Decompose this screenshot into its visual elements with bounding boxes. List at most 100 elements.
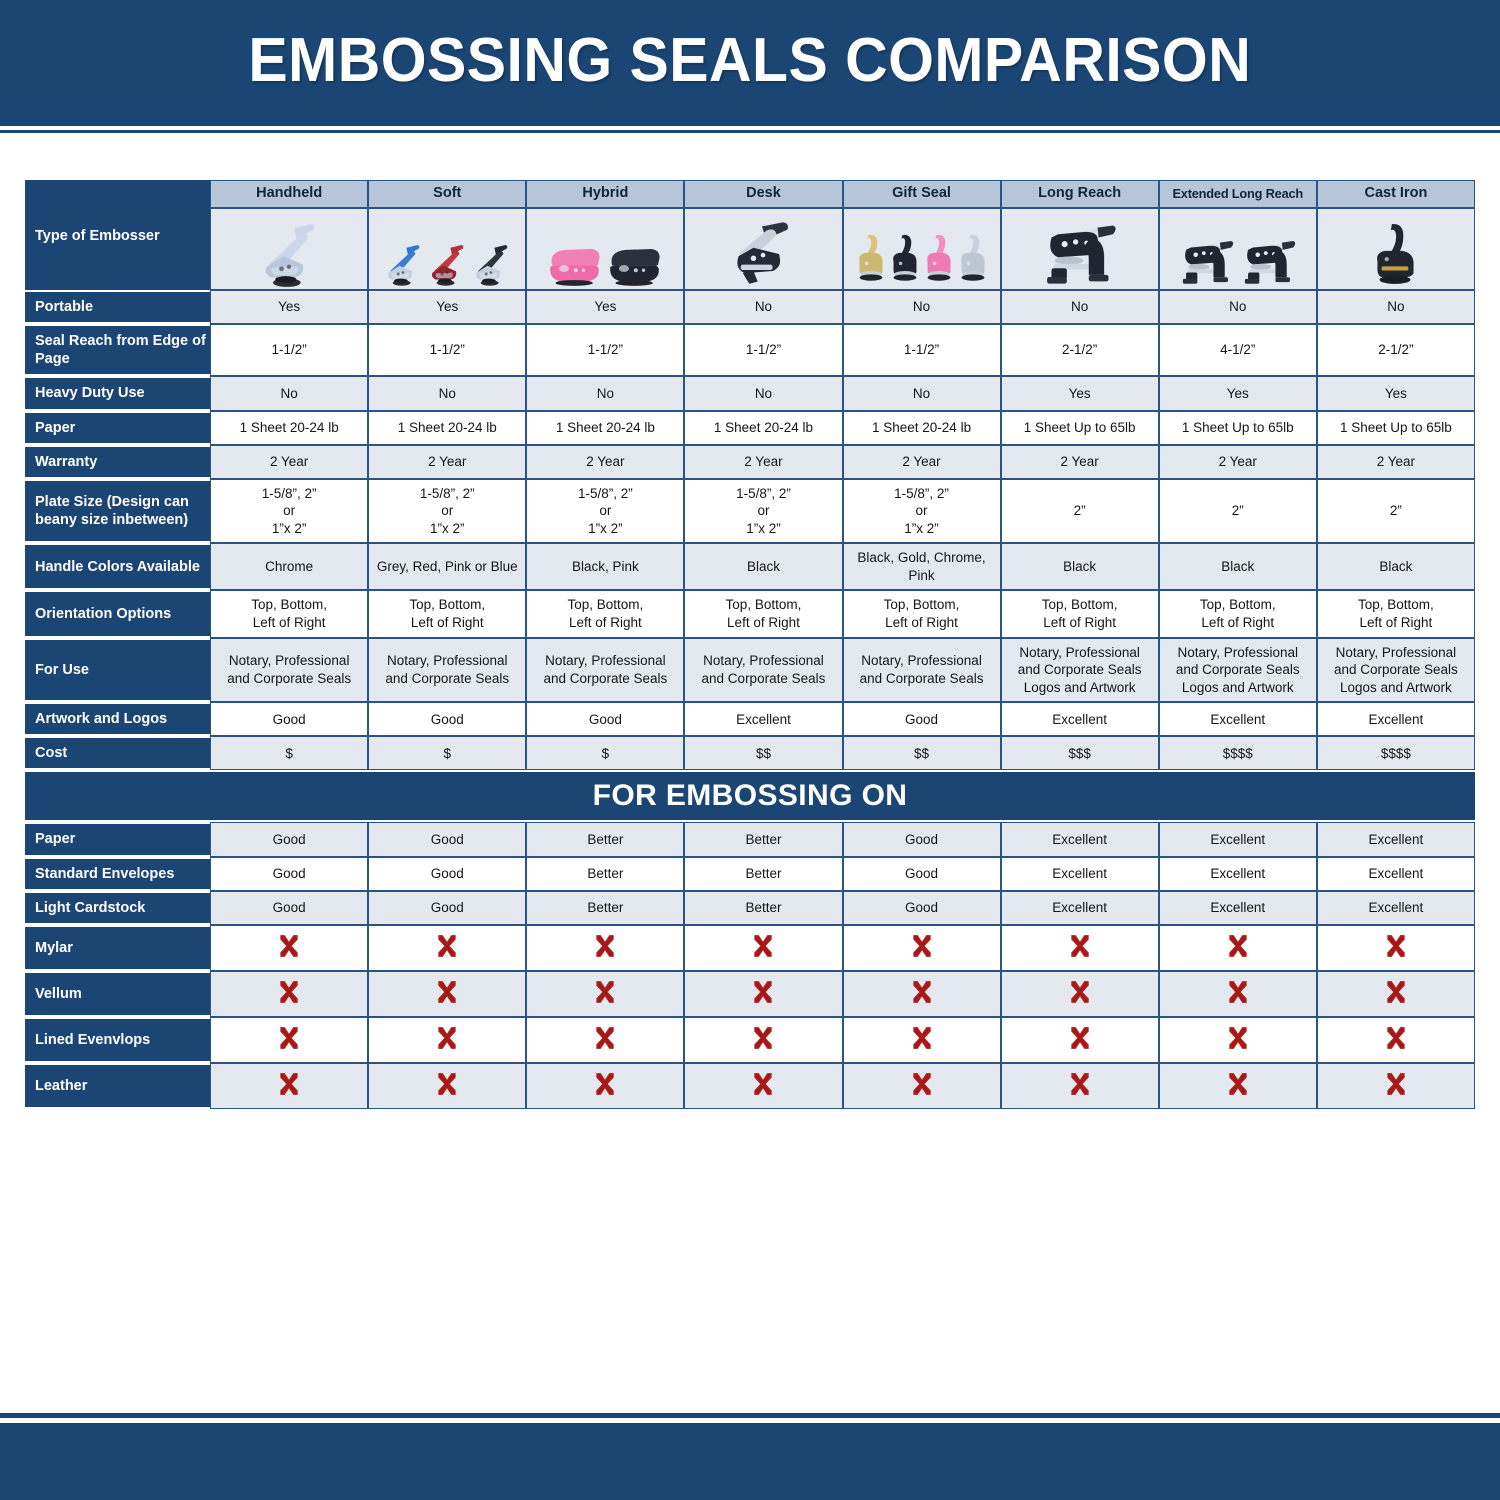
cell-warranty-soft: 2 Year (368, 444, 527, 479)
cell-warranty-hybrid: 2 Year (526, 444, 685, 479)
embossing-seals-comparison-table: Type of Embosser Handheld Soft Hybrid Desk Gi… (25, 180, 1475, 1109)
cell-paper-extended-long-reach: Excellent (1158, 822, 1317, 857)
cell-plate-size-design-can-beany-size-inbetween-long-reach: 2” (1000, 478, 1159, 544)
cell-artwork-and-logos-cast-iron: Excellent (1316, 702, 1475, 737)
cell-warranty-cast-iron: 2 Year (1316, 444, 1475, 479)
footer-rule-thin (0, 1413, 1500, 1418)
cell-portable-extended-long-reach: No (1158, 290, 1317, 325)
table-row: Orientation Options Top, Bottom, Left of R… (25, 590, 1475, 638)
cell-cost-cast-iron: $$$$ (1316, 736, 1475, 771)
table-row: Warranty 2 Year 2 Year 2 Year 2 Year 2 Year 2 … (25, 444, 1475, 479)
long-reach-embosser-black (1000, 208, 1159, 290)
cell-handle-colors-available-hybrid: Black, Pink (526, 543, 685, 591)
x-mark-icon (1000, 1016, 1159, 1063)
cell-cost-long-reach: $$$ (1000, 736, 1159, 771)
cell-paper-desk: Better (684, 822, 843, 857)
table-row: Cost $ $ $ $$ $$ $$$ $$$$ $$$$ (25, 736, 1475, 771)
column-header-gift-seal: Gift Seal (842, 180, 1001, 208)
cell-warranty-desk: 2 Year (684, 444, 843, 479)
x-mark-icon (368, 1062, 527, 1109)
cell-heavy-duty-use-desk: No (684, 376, 843, 411)
cell-warranty-handheld: 2 Year (210, 444, 369, 479)
row-label-paper: Paper (25, 822, 211, 857)
x-mark-icon (1316, 1062, 1475, 1109)
cell-paper-soft: 1 Sheet 20-24 lb (368, 410, 527, 445)
row-label-heavy-duty-use: Heavy Duty Use (25, 376, 211, 411)
cell-heavy-duty-use-hybrid: No (526, 376, 685, 411)
x-mark-icon (684, 924, 843, 971)
cell-paper-handheld: 1 Sheet 20-24 lb (210, 410, 369, 445)
cell-for-use-handheld: Notary, Professional and Corporate Seals (210, 637, 369, 703)
row-label-warranty: Warranty (25, 444, 211, 479)
row-label-type-of-embosser: Type of Embosser (35, 227, 160, 244)
x-mark-icon (842, 970, 1001, 1017)
x-mark-icon (526, 1062, 685, 1109)
title-banner: EMBOSSING SEALS COMPARISON (0, 0, 1500, 120)
cell-for-use-desk: Notary, Professional and Corporate Seals (684, 637, 843, 703)
column-header-cast-iron: Cast Iron (1316, 180, 1475, 208)
cell-orientation-options-desk: Top, Bottom, Left of Right (684, 590, 843, 638)
cell-artwork-and-logos-hybrid: Good (526, 702, 685, 737)
cell-for-use-hybrid: Notary, Professional and Corporate Seals (526, 637, 685, 703)
cell-cost-hybrid: $ (526, 736, 685, 771)
cell-artwork-and-logos-soft: Good (368, 702, 527, 737)
gift-seal-embossers-gold-black-pink-chrome (842, 208, 1001, 290)
cell-paper-cast-iron: Excellent (1316, 822, 1475, 857)
cell-seal-reach-from-edge-of-page-soft: 1-1/2” (368, 324, 527, 377)
x-mark-icon (368, 970, 527, 1017)
header-corner-cell: Type of Embosser (25, 180, 211, 290)
cell-light-cardstock-hybrid: Better (526, 890, 685, 925)
for-embossing-on-banner: FOR EMBOSSING ON (25, 770, 1475, 823)
table-row: Paper 1 Sheet 20-24 lb 1 Sheet 20-24 lb 1 S… (25, 410, 1475, 445)
cell-light-cardstock-handheld: Good (210, 890, 369, 925)
cell-paper-long-reach: 1 Sheet Up to 65lb (1000, 410, 1159, 445)
cell-portable-handheld: Yes (210, 290, 369, 325)
cell-plate-size-design-can-beany-size-inbetween-gift-seal: 1-5/8”, 2” or 1”x 2” (842, 478, 1001, 544)
table-row: Leather (25, 1062, 1475, 1109)
cell-heavy-duty-use-extended-long-reach: Yes (1158, 376, 1317, 411)
cell-warranty-extended-long-reach: 2 Year (1158, 444, 1317, 479)
cell-orientation-options-gift-seal: Top, Bottom, Left of Right (842, 590, 1001, 638)
cell-warranty-long-reach: 2 Year (1000, 444, 1159, 479)
row-label-standard-envelopes: Standard Envelopes (25, 856, 211, 891)
cell-paper-cast-iron: 1 Sheet Up to 65lb (1316, 410, 1475, 445)
table-header-row: Type of Embosser Handheld Soft Hybrid Desk Gi… (25, 180, 1475, 290)
cell-for-use-cast-iron: Notary, Professional and Corporate Seals L… (1316, 637, 1475, 703)
hybrid-embossers-pink-black (526, 208, 685, 290)
cell-standard-envelopes-extended-long-reach: Excellent (1158, 856, 1317, 891)
cell-cost-gift-seal: $$ (842, 736, 1001, 771)
cell-cost-desk: $$ (684, 736, 843, 771)
x-mark-icon (210, 924, 369, 971)
column-header-handheld: Handheld (210, 180, 369, 208)
cell-handle-colors-available-desk: Black (684, 543, 843, 591)
cell-light-cardstock-cast-iron: Excellent (1316, 890, 1475, 925)
column-header-hybrid: Hybrid (526, 180, 685, 208)
cell-paper-hybrid: Better (526, 822, 685, 857)
row-label-artwork-and-logos: Artwork and Logos (25, 702, 211, 737)
cell-heavy-duty-use-soft: No (368, 376, 527, 411)
x-mark-icon (526, 970, 685, 1017)
cell-standard-envelopes-gift-seal: Good (842, 856, 1001, 891)
column-header-extended-long-reach: Extended Long Reach (1158, 180, 1317, 208)
cell-standard-envelopes-hybrid: Better (526, 856, 685, 891)
column-header-long-reach: Long Reach (1000, 180, 1159, 208)
comparison-table-wrapper: Type of Embosser Handheld Soft Hybrid Desk Gi… (25, 180, 1475, 1109)
cell-standard-envelopes-long-reach: Excellent (1000, 856, 1159, 891)
cell-paper-hybrid: 1 Sheet 20-24 lb (526, 410, 685, 445)
x-mark-icon (526, 924, 685, 971)
row-label-for-use: For Use (25, 637, 211, 703)
x-mark-icon (842, 1062, 1001, 1109)
cell-paper-gift-seal: 1 Sheet 20-24 lb (842, 410, 1001, 445)
row-label-mylar: Mylar (25, 924, 211, 971)
cell-plate-size-design-can-beany-size-inbetween-cast-iron: 2” (1316, 478, 1475, 544)
cell-paper-long-reach: Excellent (1000, 822, 1159, 857)
cell-portable-desk: No (684, 290, 843, 325)
row-label-portable: Portable (25, 290, 211, 325)
table-row: Handle Colors Available Chrome Grey, Red, … (25, 543, 1475, 591)
row-label-orientation-options: Orientation Options (25, 590, 211, 638)
cell-standard-envelopes-handheld: Good (210, 856, 369, 891)
cell-seal-reach-from-edge-of-page-handheld: 1-1/2” (210, 324, 369, 377)
cell-standard-envelopes-cast-iron: Excellent (1316, 856, 1475, 891)
footer-banner (0, 1423, 1500, 1500)
cell-orientation-options-cast-iron: Top, Bottom, Left of Right (1316, 590, 1475, 638)
